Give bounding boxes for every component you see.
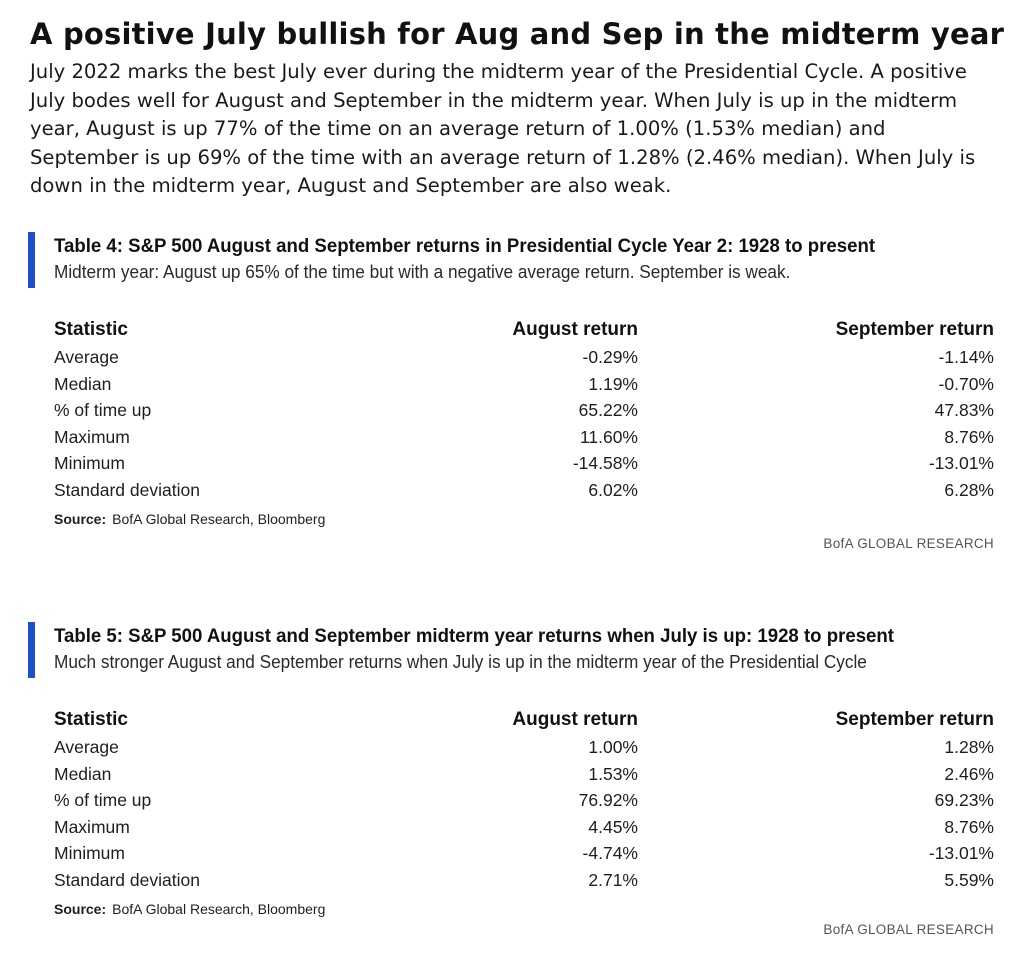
august-value: 6.02% <box>588 479 638 500</box>
september-value: 1.28% <box>944 737 994 757</box>
september-value: 5.59% <box>944 869 994 890</box>
september-value: 8.76% <box>944 816 994 837</box>
august-value: 1.00% <box>588 737 638 757</box>
brand-label: BofA GLOBAL RESEARCH <box>823 922 994 937</box>
september-value: -1.14% <box>938 347 994 367</box>
august-value: 65.22% <box>578 400 638 420</box>
intro-paragraph: July 2022 marks the best July ever durin… <box>30 60 976 197</box>
september-value: 2.46% <box>944 763 994 784</box>
august-value: -4.74% <box>582 843 638 863</box>
statistic-label: Minimum <box>54 843 125 863</box>
source-text: BofA Global Research, Bloomberg <box>112 901 326 917</box>
august-value: 1.19% <box>588 373 638 394</box>
september-value: 47.83% <box>934 400 994 420</box>
table-title: Table 4: S&P 500 August and September re… <box>54 235 876 257</box>
table-header-row: Statistic August return September return <box>54 706 994 734</box>
table-row: Standard deviation 6.02% 6.28% <box>54 477 994 504</box>
table-row: Average -0.29% -1.14% <box>54 344 994 371</box>
table-source: Source: BofA Global Research, Bloomberg <box>54 510 325 528</box>
statistic-label: Minimum <box>54 453 125 473</box>
august-value: 2.71% <box>588 869 638 890</box>
table-header-row: Statistic August return September return <box>54 316 994 344</box>
statistic-label: Average <box>54 737 119 757</box>
statistic-label: Average <box>54 347 119 367</box>
column-header-september: September return <box>835 319 994 340</box>
table-accent-bar <box>28 622 35 678</box>
table-row: Median 1.19% -0.70% <box>54 371 994 398</box>
stats-table: Statistic August return September return… <box>54 316 994 503</box>
table-accent-bar <box>28 232 35 288</box>
table-row: Average 1.00% 1.28% <box>54 734 994 761</box>
table-row: % of time up 65.22% 47.83% <box>54 397 994 424</box>
table-subtitle: Much stronger August and September retur… <box>54 651 867 672</box>
statistic-label: % of time up <box>54 790 152 810</box>
september-value: -0.70% <box>938 373 994 394</box>
september-value: -13.01% <box>928 453 994 473</box>
table-title: Table 5: S&P 500 August and September mi… <box>54 625 894 647</box>
august-value: 76.92% <box>578 790 638 810</box>
statistic-label: Median <box>54 763 112 784</box>
table-5: Table 5: S&P 500 August and September mi… <box>28 622 998 952</box>
stats-table: Statistic August return September return… <box>54 706 994 893</box>
source-label: Source: <box>54 511 107 527</box>
statistic-label: Median <box>54 373 112 394</box>
column-header-statistic: Statistic <box>54 709 128 730</box>
statistic-label: % of time up <box>54 400 152 420</box>
table-row: Maximum 4.45% 8.76% <box>54 814 994 841</box>
column-header-september: September return <box>835 709 994 730</box>
source-text: BofA Global Research, Bloomberg <box>112 511 326 527</box>
september-value: 69.23% <box>934 790 994 810</box>
table-source: Source: BofA Global Research, Bloomberg <box>54 900 325 918</box>
table-row: Minimum -14.58% -13.01% <box>54 450 994 477</box>
statistic-label: Maximum <box>54 426 130 447</box>
table-row: Minimum -4.74% -13.01% <box>54 840 994 867</box>
table-row: % of time up 76.92% 69.23% <box>54 787 994 814</box>
statistic-label: Standard deviation <box>54 479 200 500</box>
source-label: Source: <box>54 901 107 917</box>
august-value: 4.45% <box>588 816 638 837</box>
table-4: Table 4: S&P 500 August and September re… <box>28 232 998 562</box>
september-value: 6.28% <box>944 479 994 500</box>
column-header-august: August return <box>512 709 638 730</box>
september-value: 8.76% <box>944 426 994 447</box>
august-value: -0.29% <box>582 347 638 367</box>
august-value: 1.53% <box>588 763 638 784</box>
column-header-statistic: Statistic <box>54 319 128 340</box>
brand-label: BofA GLOBAL RESEARCH <box>823 536 994 551</box>
statistic-label: Maximum <box>54 816 130 837</box>
table-row: Maximum 11.60% 8.76% <box>54 424 994 451</box>
page-headline: A positive July bullish for Aug and Sep … <box>30 17 1005 51</box>
august-value: 11.60% <box>579 426 638 447</box>
column-header-august: August return <box>512 319 638 340</box>
statistic-label: Standard deviation <box>54 869 200 890</box>
table-row: Standard deviation 2.71% 5.59% <box>54 867 994 894</box>
august-value: -14.58% <box>572 453 638 473</box>
table-subtitle: Midterm year: August up 65% of the time … <box>54 261 791 282</box>
table-row: Median 1.53% 2.46% <box>54 761 994 788</box>
september-value: -13.01% <box>928 843 994 863</box>
